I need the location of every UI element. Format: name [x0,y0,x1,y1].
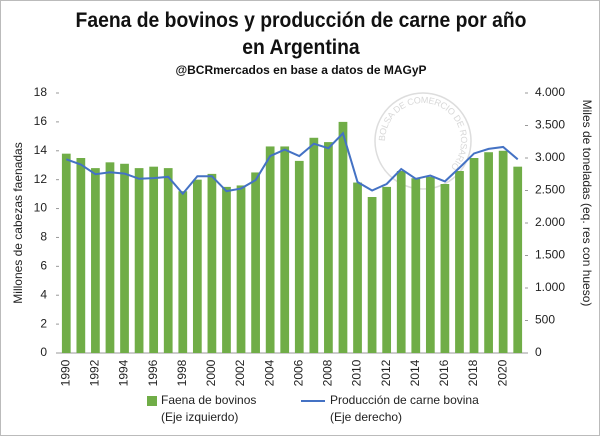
bar [280,146,290,353]
legend-label: Faena de bovinos [161,393,256,407]
bar [251,172,260,353]
y-tick-label: 4 [40,287,47,301]
y2-tick-label: 3.500 [535,118,565,132]
x-tick-label: 1992 [88,359,102,386]
x-tick-label: 2004 [262,359,276,386]
y-tick-label: 0 [40,345,47,359]
bar [338,121,348,353]
chart-title: Faena de bovinos y producción de carne p… [75,9,527,59]
x-tick-label: 2018 [466,359,480,386]
bar [265,146,275,353]
bar [425,176,435,353]
watermark-ring [374,92,472,190]
y2-tick-label: 3.000 [535,150,565,164]
bar [309,137,319,353]
bar [91,168,100,353]
bar [469,158,479,353]
legend-note: (Eje derecho) [330,410,402,424]
bar [236,185,246,353]
bar [222,186,231,353]
y-tick-label: 14 [34,143,48,157]
bar [396,171,406,353]
x-tick-label: 2008 [321,359,335,386]
bar [76,158,86,353]
bar [367,197,377,353]
bar [134,168,144,353]
y-axis-label: Millones de cabezas faenadas [11,142,25,303]
bar [207,173,217,353]
bar [382,186,392,353]
bar [455,171,464,353]
bar [353,182,362,353]
watermark-text: BOLSA DE COMERCIO DE ROSARIO [377,95,468,172]
x-tick-label: 2000 [204,359,218,386]
watermark: BOLSA DE COMERCIO DE ROSARIO [377,95,468,172]
x-tick-label: 2012 [379,359,393,386]
bar [61,153,71,353]
bar [324,142,333,353]
y2-tick-label: 1.000 [535,280,565,294]
y2-tick-label: 500 [535,313,555,327]
x-tick-label: 1996 [146,359,160,386]
bar [178,191,188,353]
bar [192,179,202,353]
bar [513,166,523,353]
bar [149,166,159,353]
bar [440,184,450,353]
legend-note: (Eje izquierdo) [161,410,238,424]
x-tick-label: 1990 [58,359,72,386]
x-tick-label: 2014 [408,359,422,386]
bar [163,168,173,353]
legend-label: Producción de carne bovina [330,393,479,407]
bar [105,162,115,353]
y-tick-label: 2 [40,316,47,330]
y-tick-label: 12 [34,172,48,186]
x-tick-label: 2010 [350,359,364,386]
x-tick-label: 2006 [291,359,305,386]
y-tick-label: 8 [40,230,47,244]
bar [484,152,493,353]
x-tick-label: 2020 [495,359,509,386]
bar [294,160,304,353]
y-tick-label: 16 [34,114,48,128]
chart-subtitle: @BCRmercados en base a datos de MAGyP [175,63,427,77]
y2-tick-label: 2.500 [535,183,565,197]
y-tick-label: 6 [40,259,47,273]
y2-tick-label: 1.500 [535,248,565,262]
y2-axis-label: Miles de toneladas (eq. res con hueso) [580,100,594,307]
bar [498,150,508,353]
x-tick-label: 1998 [175,359,189,386]
y2-tick-label: 2.000 [535,215,565,229]
bar [411,178,421,353]
x-tick-label: 1994 [117,359,131,386]
bar [120,163,129,353]
y-tick-label: 18 [34,85,48,99]
y-tick-label: 10 [34,201,48,215]
y2-tick-label: 4.000 [535,85,565,99]
legend-swatch [147,396,157,406]
y2-tick-label: 0 [535,345,542,359]
x-tick-label: 2016 [437,359,451,386]
line [65,131,519,196]
x-tick-label: 2002 [233,359,247,386]
